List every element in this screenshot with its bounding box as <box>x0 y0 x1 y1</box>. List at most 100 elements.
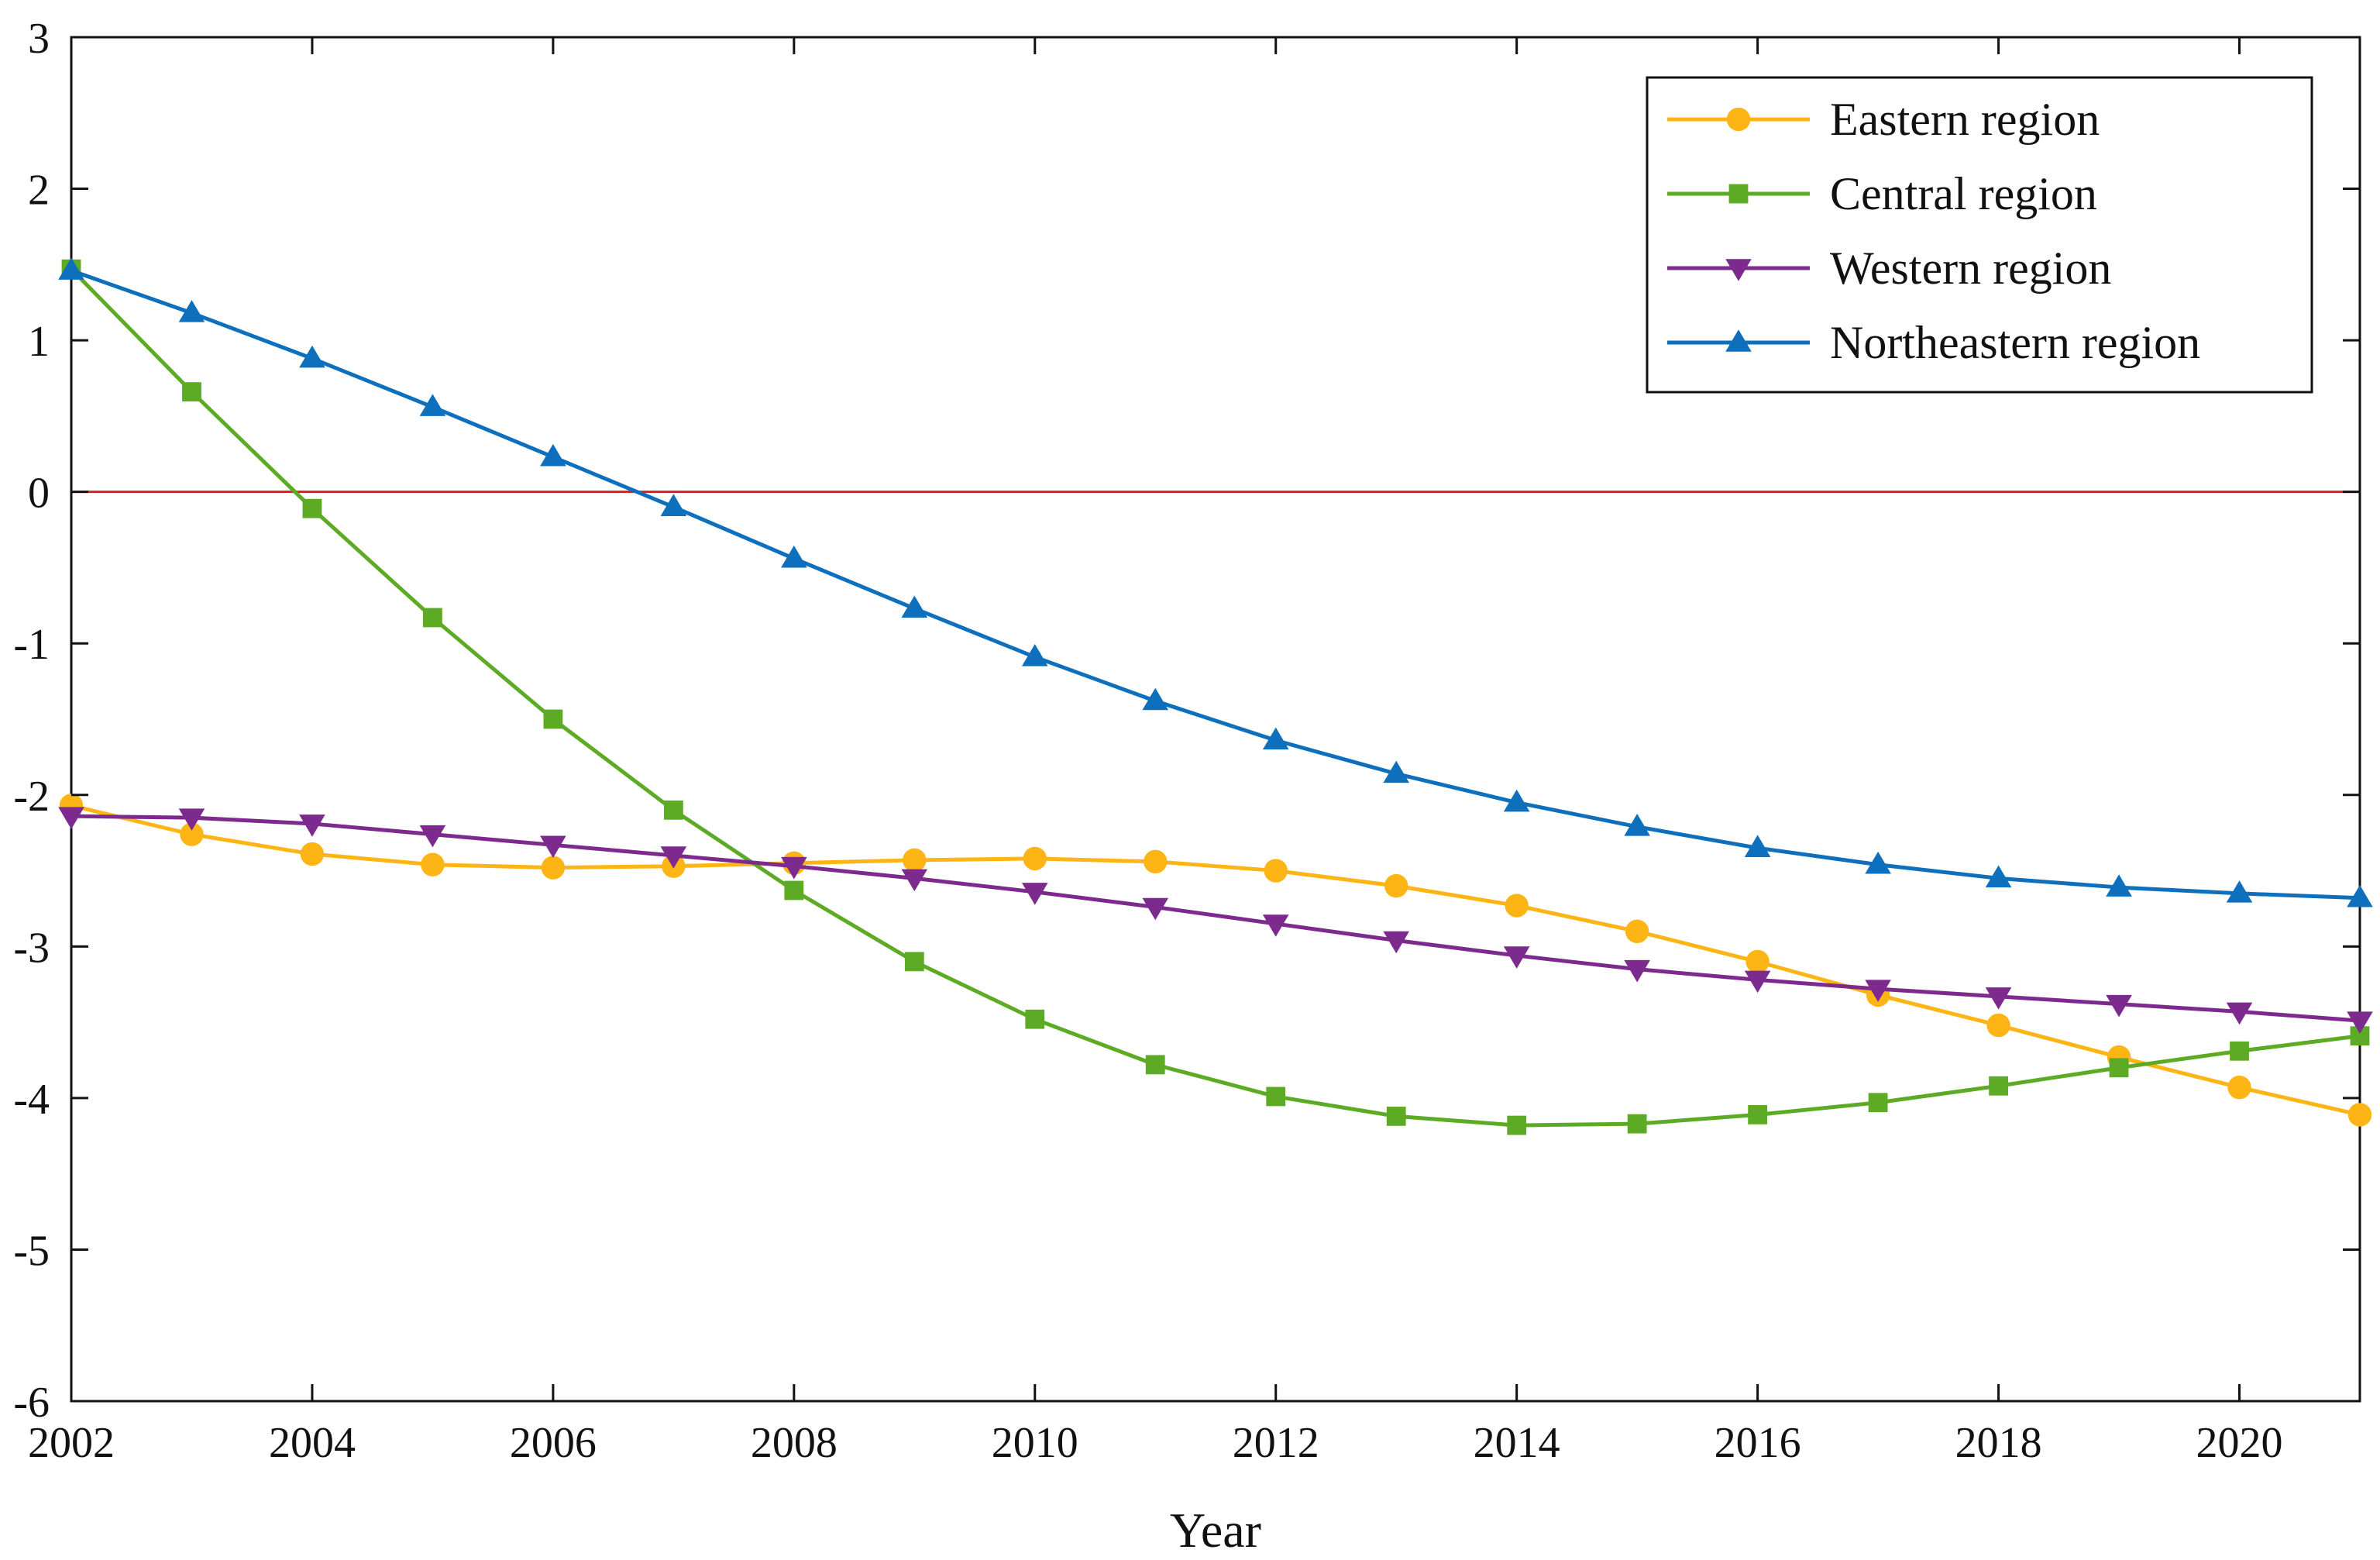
data-point-northeastern <box>540 443 566 467</box>
y-tick-label: 3 <box>28 15 50 63</box>
x-tick-label: 2008 <box>751 1419 837 1467</box>
series-line-western <box>71 814 2361 1023</box>
plot-area <box>70 36 2361 1403</box>
data-point-eastern <box>1745 949 1770 974</box>
y-tick-label: -2 <box>13 773 50 821</box>
data-point-eastern <box>300 842 325 866</box>
x-tick-label: 2010 <box>992 1419 1078 1467</box>
y-tick-label: -1 <box>13 621 50 669</box>
data-point-northeastern <box>1503 789 1530 812</box>
data-point-western <box>781 856 807 880</box>
y-tick-label: -5 <box>13 1227 50 1275</box>
data-point-central <box>2109 1058 2129 1078</box>
data-point-central <box>423 608 442 628</box>
data-point-central <box>1507 1115 1527 1135</box>
data-point-central <box>182 382 201 401</box>
data-point-central <box>1145 1055 1165 1075</box>
y-tick-label: 2 <box>28 167 50 215</box>
data-point-central <box>663 800 683 820</box>
data-point-western <box>1865 980 1891 1002</box>
data-point-eastern <box>180 822 204 846</box>
data-point-northeastern <box>1985 865 2012 888</box>
legend-label: Northeastern region <box>1830 317 2200 368</box>
data-point-western <box>901 869 928 892</box>
x-tick-label: 2014 <box>1474 1419 1560 1467</box>
data-point-central <box>1868 1093 1888 1113</box>
data-point-northeastern <box>58 257 84 280</box>
data-point-central <box>1266 1086 1286 1107</box>
data-point-western <box>1624 959 1650 983</box>
legend: Eastern region Central region Western regi… <box>1646 76 2313 394</box>
data-point-central <box>543 709 563 729</box>
data-point-western <box>178 808 205 831</box>
legend-marker <box>1725 329 1752 352</box>
x-tick-label: 2012 <box>1233 1419 1319 1467</box>
data-point-western <box>1262 914 1289 937</box>
data-point-western <box>1021 883 1048 905</box>
data-point-western <box>2106 994 2132 1018</box>
data-point-northeastern <box>1744 835 1771 857</box>
plot-border <box>70 36 2361 1403</box>
y-tick-label: 0 <box>28 470 50 518</box>
data-point-northeastern <box>1865 851 1891 874</box>
data-point-central <box>904 952 924 972</box>
data-point-eastern <box>2227 1076 2251 1100</box>
x-tick-label: 2018 <box>1955 1419 2042 1467</box>
data-point-central <box>302 498 322 518</box>
y-tick-label: -6 <box>13 1379 50 1427</box>
legend-item-central: Central region <box>1667 168 2097 219</box>
data-point-northeastern <box>660 494 687 516</box>
data-point-northeastern <box>299 345 325 368</box>
legend-label: Central region <box>1830 168 2097 219</box>
x-tick-label: 2006 <box>510 1419 597 1467</box>
data-point-central <box>1989 1076 2008 1096</box>
x-axis-title: Year <box>1170 1503 1261 1558</box>
data-point-western <box>1383 931 1410 954</box>
series-line-eastern <box>71 804 2361 1117</box>
series-line-central <box>70 267 2361 1128</box>
series-layer <box>58 257 2373 1135</box>
data-point-eastern <box>1384 873 1408 898</box>
data-point-northeastern <box>1624 814 1650 836</box>
data-point-northeastern <box>1021 644 1048 666</box>
legend-marker <box>1726 107 1751 132</box>
x-tick-label: 2004 <box>269 1419 356 1467</box>
y-tick-label: -3 <box>13 924 50 972</box>
data-point-eastern <box>421 852 445 876</box>
legend-box <box>1646 76 2313 394</box>
data-point-northeastern <box>781 545 807 568</box>
data-point-northeastern <box>2226 880 2253 903</box>
legend-label: Western region <box>1830 243 2111 294</box>
data-point-western <box>1744 970 1771 994</box>
data-point-central <box>1025 1009 1045 1029</box>
data-point-eastern <box>1023 846 1047 871</box>
legend-marker <box>1728 184 1749 204</box>
data-point-eastern <box>1505 894 1529 918</box>
data-point-eastern <box>1625 919 1649 943</box>
data-point-northeastern <box>2347 884 2373 907</box>
data-point-central <box>784 880 804 901</box>
data-point-central <box>2230 1041 2249 1061</box>
legend-item-northeastern: Northeastern region <box>1667 317 2200 368</box>
data-point-central <box>1627 1114 1647 1134</box>
data-point-central <box>1748 1105 1768 1124</box>
data-point-western <box>419 825 446 848</box>
data-point-northeastern <box>2106 874 2132 897</box>
data-point-eastern <box>903 848 927 873</box>
legend-marker <box>1725 259 1752 281</box>
data-point-western <box>1142 897 1169 921</box>
series-central <box>61 259 2370 1135</box>
data-point-western <box>2226 1002 2253 1025</box>
y-tick-label: -4 <box>13 1076 50 1124</box>
data-point-western <box>2347 1011 2373 1034</box>
data-point-eastern <box>1144 849 1168 874</box>
data-point-western <box>540 835 566 859</box>
x-tick-label: 2016 <box>1714 1419 1801 1467</box>
data-point-northeastern <box>1142 687 1169 711</box>
y-tick-label: 1 <box>28 318 50 366</box>
data-point-western <box>660 846 687 869</box>
data-point-northeastern <box>1262 727 1289 750</box>
series-line-northeastern <box>71 268 2361 901</box>
data-point-eastern <box>2347 1103 2372 1127</box>
